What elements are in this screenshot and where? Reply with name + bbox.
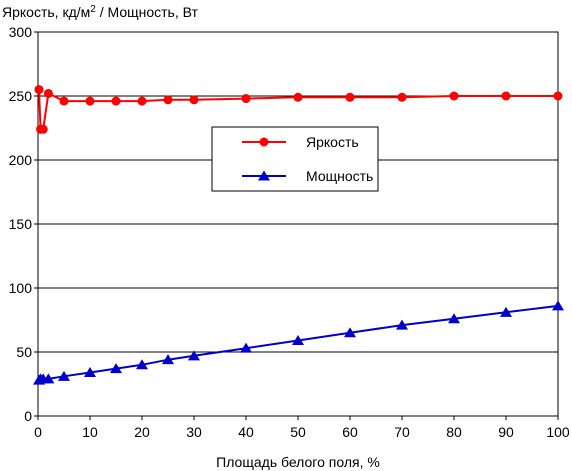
x-tick-label: 90 [498,424,514,440]
data-point-power [136,359,148,370]
data-point-power [240,342,252,353]
data-point-brightness [241,94,251,104]
data-point-brightness [137,96,147,106]
y-tick-label: 0 [24,408,32,424]
y-tick-label: 200 [9,152,33,168]
x-tick-label: 50 [290,424,306,440]
data-point-brightness [34,85,44,95]
x-tick-label: 0 [34,424,42,440]
y-axis-title: Яркость, кд/м2 / Мощность, Вт [2,4,198,20]
data-point-power [500,306,512,317]
legend-marker-power [258,170,270,181]
data-point-power [188,350,200,361]
x-tick-label: 30 [186,424,202,440]
x-tick-label: 70 [394,424,410,440]
data-point-brightness [293,92,303,102]
data-point-brightness [449,91,459,101]
x-tick-label: 20 [134,424,150,440]
x-tick-label: 100 [546,424,570,440]
data-point-brightness [43,88,53,98]
data-point-power [42,373,55,384]
legend-label-brightness: Яркость [306,134,359,150]
x-ticks: 0 10 20 30 40 50 60 70 80 90 100 [34,416,570,440]
x-tick-label: 60 [342,424,358,440]
data-point-power [162,354,174,365]
data-point-power [552,300,564,311]
data-point-power [110,363,122,374]
y-tick-label: 300 [9,24,33,40]
data-point-brightness [189,95,199,105]
y-ticks: 0 50 100 150 200 250 300 [9,24,38,424]
data-point-brightness [553,91,563,101]
x-axis-title: Площадь белого поля, % [216,454,380,470]
data-point-brightness [501,91,511,101]
y-tick-label: 150 [9,216,33,232]
legend-label-power: Мощность [306,168,373,184]
legend: Яркость Мощность [211,126,379,192]
data-point-brightness [397,92,407,102]
x-tick-label: 10 [82,424,98,440]
data-point-brightness [59,96,69,106]
data-point-brightness [345,92,355,102]
data-point-power [448,313,460,324]
y-tick-label: 250 [9,88,33,104]
legend-box [211,126,379,192]
y-tick-label: 50 [16,344,32,360]
data-point-power [58,370,70,381]
series-group [33,85,564,385]
x-tick-label: 80 [446,424,462,440]
data-point-power [292,334,304,345]
y-tick-label: 100 [9,280,33,296]
data-point-power [396,319,408,330]
data-point-brightness [111,96,121,106]
x-tick-label: 40 [238,424,254,440]
data-point-brightness [163,95,173,105]
legend-marker-brightness [259,137,269,147]
data-point-brightness [38,124,48,134]
data-point-power [84,366,96,377]
data-point-brightness [85,96,95,106]
data-point-power [344,327,356,338]
